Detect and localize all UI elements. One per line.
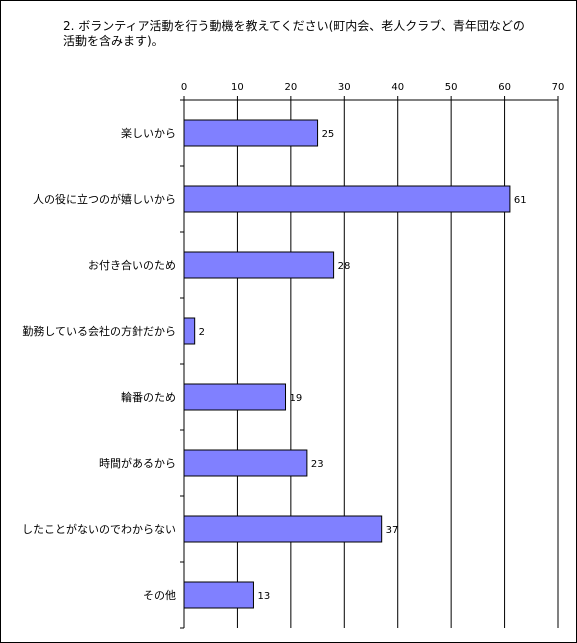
bar-3 (183, 317, 196, 345)
x-tick-label-40: 40 (391, 82, 404, 93)
category-label-3: 勤務している会社の方針だから (22, 324, 176, 338)
x-tick-label-20: 20 (284, 82, 297, 93)
x-tick-label-30: 30 (338, 82, 351, 93)
axes (180, 96, 559, 629)
data-label-2: 28 (338, 261, 351, 272)
x-tick-labels: 0 10 20 30 40 50 60 70 (181, 82, 565, 93)
data-label-3: 2 (199, 327, 205, 338)
category-label-0: 楽しいから (121, 127, 176, 140)
data-label-5: 23 (311, 459, 324, 470)
bar-6 (183, 515, 383, 543)
x-tick-label-10: 10 (231, 82, 244, 93)
data-label-0: 25 (322, 129, 335, 140)
category-label-2: お付き合いのため (88, 258, 176, 272)
bar-4 (183, 383, 287, 411)
bar-5 (183, 449, 308, 477)
category-labels: 楽しいから人の役に立つのが嬉しいからお付き合いのため勤務している会社の方針だから… (22, 127, 176, 602)
bar-7 (183, 581, 254, 609)
bars (183, 119, 511, 609)
x-tick-label-70: 70 (552, 82, 565, 93)
x-tick-label-50: 50 (445, 82, 458, 93)
bar-2 (183, 251, 335, 279)
x-tick-label-0: 0 (181, 82, 187, 93)
chart-title: 2. ボランティア活動を行う動機を教えてください(町内会、老人クラブ、青年団など… (63, 19, 525, 48)
data-labels: 25 61 28 2 19 23 37 13 (199, 129, 527, 602)
data-label-4: 19 (290, 393, 303, 404)
bar-0 (183, 119, 319, 147)
category-label-4: 輪番のため (121, 390, 176, 404)
bar-1 (183, 185, 511, 213)
category-label-6: したことがないのでわからない (22, 522, 176, 536)
x-tick-label-60: 60 (498, 82, 511, 93)
category-label-5: 時間があるから (99, 456, 176, 470)
gridlines (236, 100, 559, 628)
data-label-1: 61 (514, 195, 527, 206)
data-label-6: 37 (386, 525, 399, 536)
category-label-1: 人の役に立つのが嬉しいから (33, 192, 176, 206)
category-label-7: その他 (143, 589, 176, 602)
data-label-7: 13 (257, 591, 270, 602)
